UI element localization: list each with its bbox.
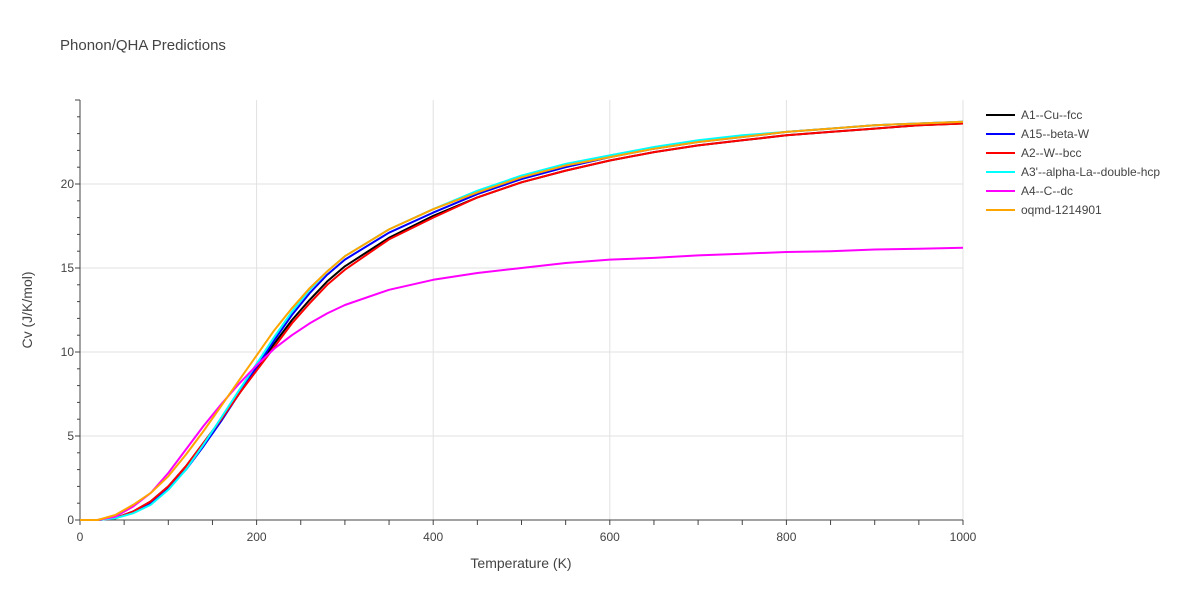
- legend-label: A15--beta-W: [1021, 127, 1090, 141]
- legend-item-a4-c-dc[interactable]: A4--C--dc: [986, 184, 1073, 198]
- legend-item-a3-alpha-la-double-hcp[interactable]: A3'--alpha-La--double-hcp: [986, 165, 1160, 179]
- y-tick-label: 5: [67, 429, 74, 443]
- x-tick-label: 200: [247, 530, 267, 544]
- legend-label: A3'--alpha-La--double-hcp: [1021, 165, 1160, 179]
- series-layer: [80, 120, 964, 521]
- legend-item-a1-cu-fcc[interactable]: A1--Cu--fcc: [986, 108, 1082, 122]
- x-tick-label: 600: [600, 530, 620, 544]
- x-tick-label: 800: [776, 530, 796, 544]
- legend-label: A1--Cu--fcc: [1021, 108, 1082, 122]
- y-axis-title: Cv (J/K/mol): [19, 272, 35, 349]
- series-line-a4-c-dc[interactable]: [80, 246, 964, 521]
- legend-label: A2--W--bcc: [1021, 146, 1081, 160]
- series-line-oqmd-1214901[interactable]: [80, 120, 964, 521]
- legend-label: oqmd-1214901: [1021, 203, 1102, 217]
- grid: [80, 100, 964, 520]
- x-tick-label: 1000: [950, 530, 977, 544]
- x-tick-label: 400: [423, 530, 443, 544]
- legend-label: A4--C--dc: [1021, 184, 1073, 198]
- y-tick-label: 15: [61, 261, 75, 275]
- series-line-a2-w-bcc[interactable]: [80, 122, 964, 521]
- legend-item-oqmd-1214901[interactable]: oqmd-1214901: [986, 203, 1102, 217]
- y-tick-label: 0: [67, 513, 74, 527]
- legend-item-a2-w-bcc[interactable]: A2--W--bcc: [986, 146, 1081, 160]
- y-tick-label: 10: [61, 345, 75, 359]
- x-axis-title: Temperature (K): [470, 555, 571, 571]
- legend[interactable]: A1--Cu--fcc A15--beta-W A2--W--bcc A3'--alp…: [986, 108, 1160, 217]
- chart-title: Phonon/QHA Predictions: [60, 37, 226, 54]
- y-tick-label: 20: [61, 177, 75, 191]
- legend-item-a15-beta-w[interactable]: A15--beta-W: [986, 127, 1090, 141]
- x-tick-label: 0: [77, 530, 84, 544]
